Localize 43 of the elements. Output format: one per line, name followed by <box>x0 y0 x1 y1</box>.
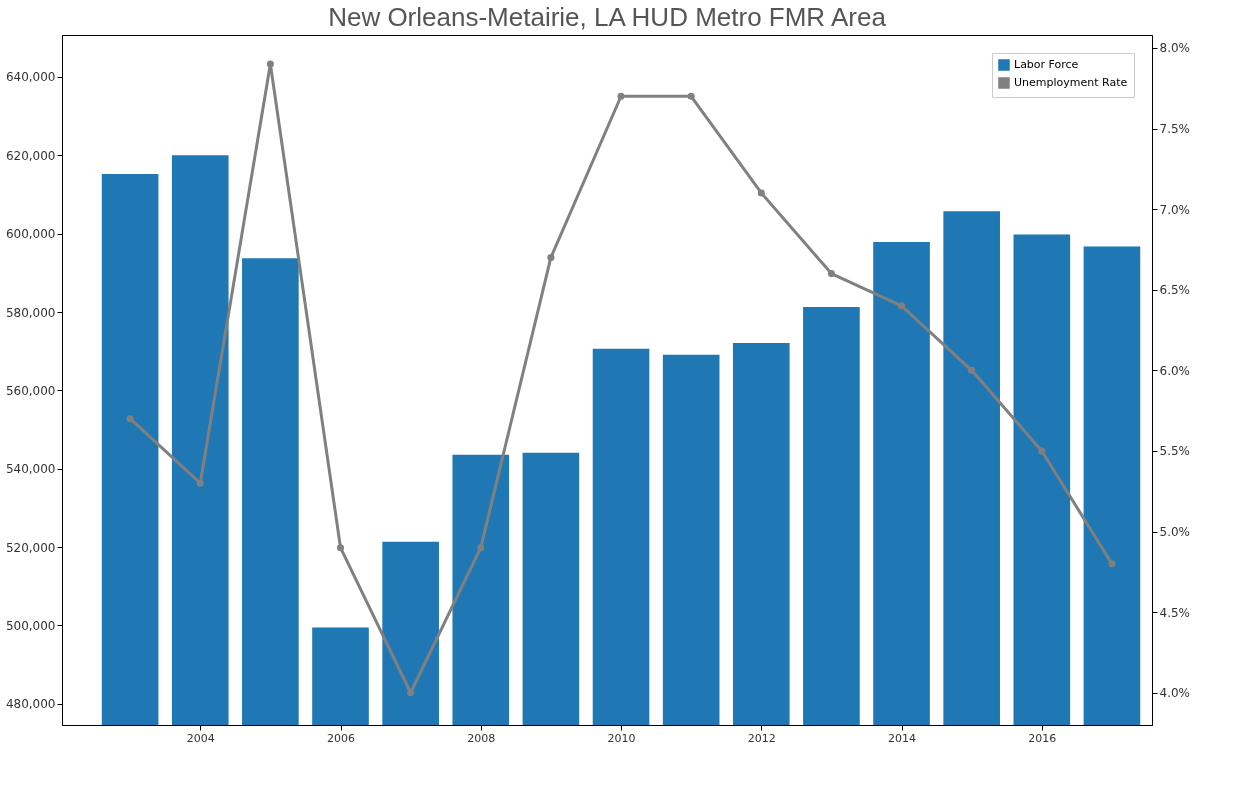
y2-tick-label: 6.0% <box>1159 363 1190 378</box>
y-tick-label: 520,000 <box>5 540 56 555</box>
point <box>617 92 625 100</box>
point <box>827 270 835 278</box>
y2-tick-label: 8.0% <box>1159 41 1190 56</box>
x-tick-label: 2012 <box>747 731 776 745</box>
y-tick-label: 540,000 <box>5 462 56 477</box>
point <box>968 366 976 374</box>
legend-label: Unemployment Rate <box>1014 76 1128 89</box>
y-tick-label: 620,000 <box>5 148 56 163</box>
point <box>1038 447 1046 455</box>
y2-tick-label: 7.5% <box>1159 122 1190 136</box>
x-tick-label: 2016 <box>1028 731 1057 745</box>
y-tick-label: 580,000 <box>5 305 56 320</box>
point <box>687 92 695 100</box>
point <box>126 415 134 423</box>
point <box>266 60 274 68</box>
chart-title: New Orleans-Metairie, LA HUD Metro FMR Area <box>328 2 887 32</box>
x-tick-label: 2010 <box>607 731 636 745</box>
point <box>547 253 555 262</box>
point <box>898 302 906 310</box>
y-tick-label: 480,000 <box>5 697 56 712</box>
point <box>196 479 204 487</box>
point <box>336 544 345 552</box>
x-tick-label: 2014 <box>888 731 917 745</box>
y-tick-label: 600,000 <box>5 227 56 242</box>
y2-tick-label: 5.5% <box>1159 444 1190 459</box>
y-tick-label: 500,000 <box>5 618 56 633</box>
point <box>1108 560 1116 568</box>
point <box>477 544 485 552</box>
y2-tick-label: 4.5% <box>1159 605 1190 620</box>
y-tick-label: 640,000 <box>5 70 56 85</box>
y-tick-label: 560,000 <box>5 383 56 398</box>
point <box>757 189 765 197</box>
x-tick-label: 2006 <box>327 731 356 745</box>
x-tick-label: 2004 <box>186 731 215 745</box>
y2-tick-label: 5.0% <box>1159 525 1190 540</box>
y2-tick-label: 4.0% <box>1159 686 1190 701</box>
x-tick-label: 2008 <box>467 731 496 745</box>
point <box>407 689 415 697</box>
legend-label: Labor Force <box>1014 58 1079 71</box>
y2-tick-label: 6.5% <box>1159 283 1190 298</box>
y2-tick-label: 7.0% <box>1159 202 1190 217</box>
